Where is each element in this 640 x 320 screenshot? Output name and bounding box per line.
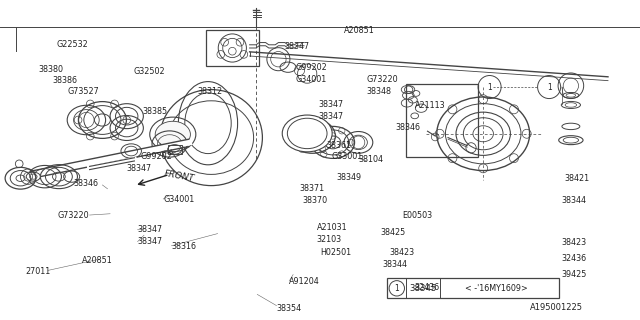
Text: 38421: 38421	[564, 174, 589, 183]
Text: 38347: 38347	[285, 42, 310, 51]
Text: 38354: 38354	[276, 304, 301, 313]
Text: 32103: 32103	[317, 235, 342, 244]
Text: G99202: G99202	[296, 63, 328, 72]
Text: 38361: 38361	[326, 141, 351, 150]
Text: 27011: 27011	[26, 268, 51, 276]
Text: A21031: A21031	[317, 223, 348, 232]
Text: 32436: 32436	[415, 283, 440, 292]
Text: 38344: 38344	[562, 196, 587, 205]
Text: 38423: 38423	[562, 238, 587, 247]
Text: 32436: 32436	[562, 254, 587, 263]
Text: 1: 1	[547, 83, 552, 92]
Text: 38349: 38349	[336, 173, 361, 182]
Text: G34001: G34001	[163, 196, 195, 204]
Ellipse shape	[26, 172, 40, 181]
Text: G22532: G22532	[56, 40, 88, 49]
Text: G34001: G34001	[296, 75, 327, 84]
Text: E00503: E00503	[402, 211, 432, 220]
Text: FRONT: FRONT	[163, 169, 195, 183]
Text: 38345: 38345	[410, 284, 436, 293]
Text: 38312: 38312	[197, 87, 222, 96]
Text: 38348: 38348	[366, 87, 391, 96]
Bar	[387, 278, 559, 298]
Text: 1: 1	[487, 83, 492, 92]
Text: 38425: 38425	[381, 228, 406, 237]
Text: 38370: 38370	[302, 196, 327, 205]
Text: 38423: 38423	[389, 248, 414, 257]
Text: 38347: 38347	[127, 164, 152, 173]
Text: 38386: 38386	[52, 76, 77, 85]
Text: G73527: G73527	[67, 87, 99, 96]
Text: 38385: 38385	[142, 107, 167, 116]
Text: 38347: 38347	[138, 225, 163, 234]
Bar	[168, 145, 182, 154]
Text: 38316: 38316	[172, 242, 196, 251]
Ellipse shape	[282, 115, 332, 152]
Text: 38346: 38346	[74, 180, 99, 188]
Text: G73220: G73220	[58, 211, 89, 220]
Text: A21113: A21113	[415, 101, 445, 110]
Text: 38347: 38347	[138, 237, 163, 246]
Text: 38380: 38380	[38, 65, 63, 74]
Text: 38371: 38371	[300, 184, 324, 193]
Text: 38344: 38344	[383, 260, 408, 269]
Text: A20851: A20851	[82, 256, 113, 265]
Text: 1: 1	[394, 284, 399, 293]
Text: G99202: G99202	[141, 152, 173, 161]
Text: G73220: G73220	[366, 75, 397, 84]
Text: 38347: 38347	[319, 100, 344, 109]
Ellipse shape	[156, 121, 191, 148]
Bar	[206, 30, 259, 66]
Text: H02501: H02501	[320, 248, 351, 257]
Text: < -'16MY1609>: < -'16MY1609>	[465, 284, 527, 293]
Text: G32502: G32502	[133, 67, 164, 76]
Text: 38346: 38346	[396, 123, 420, 132]
Text: A91204: A91204	[289, 277, 320, 286]
Text: G33001: G33001	[332, 152, 363, 161]
Bar	[406, 84, 478, 157]
Text: A195001225: A195001225	[531, 303, 583, 312]
Text: A20851: A20851	[344, 26, 375, 35]
Text: 38347: 38347	[319, 112, 344, 121]
Text: 39425: 39425	[562, 270, 588, 279]
Text: 38104: 38104	[358, 155, 383, 164]
